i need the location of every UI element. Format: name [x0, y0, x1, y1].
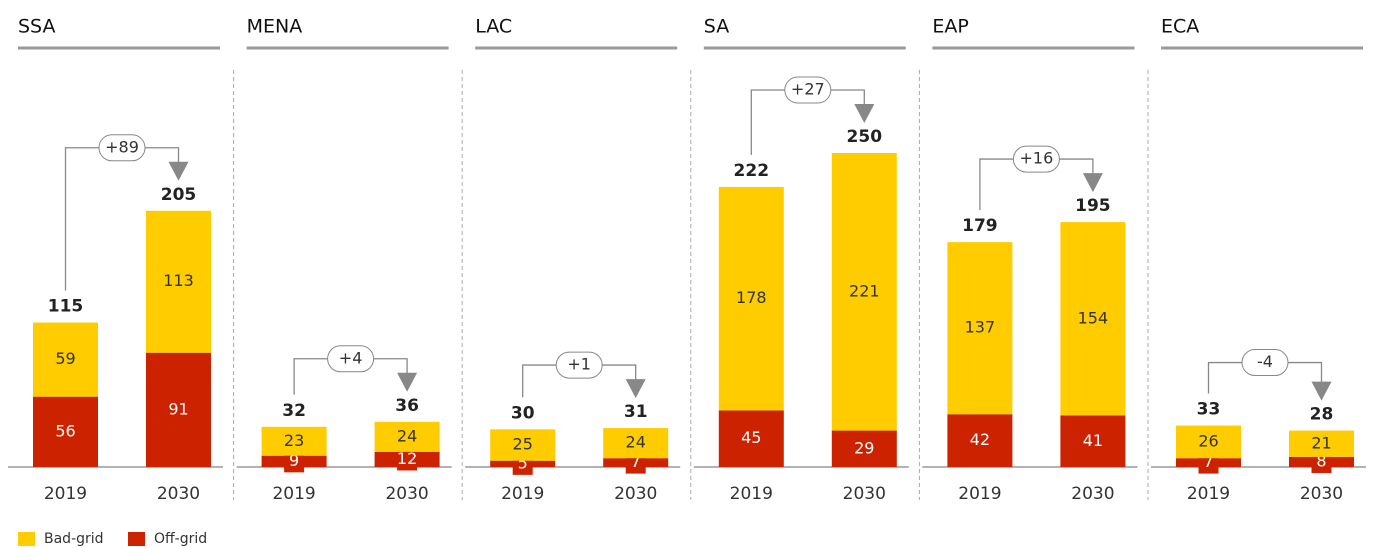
change-bubble — [1241, 349, 1289, 377]
segment-label: 29 — [854, 438, 874, 457]
segment-label: 5 — [518, 453, 528, 472]
segment-label: 91 — [168, 399, 188, 418]
bar-segment — [146, 210, 211, 353]
total-label: 33 — [1197, 400, 1221, 420]
panel-title: MENA — [247, 16, 303, 38]
legend-label: Off-grid — [154, 531, 207, 547]
category-label: 2030 — [1071, 484, 1114, 504]
category-label: 2019 — [501, 484, 544, 504]
segment-label: 178 — [736, 288, 767, 307]
segment-label: 25 — [513, 435, 533, 454]
total-label: 250 — [847, 127, 883, 147]
change-bubble — [327, 345, 375, 373]
change-bubble — [98, 134, 146, 162]
bar-segment — [374, 421, 440, 452]
segment-label: 137 — [965, 318, 996, 337]
total-label: 205 — [161, 185, 197, 205]
segment-label: 56 — [55, 421, 75, 440]
change-label: +89 — [105, 137, 139, 156]
segment-label: 113 — [163, 271, 194, 290]
bar-segment — [261, 426, 327, 456]
total-label: 179 — [962, 216, 998, 236]
change-bubble — [555, 351, 603, 379]
total-label: 195 — [1075, 196, 1111, 216]
segment-label: 26 — [1198, 431, 1218, 450]
segment-label: 221 — [849, 281, 880, 300]
total-label: 32 — [282, 401, 306, 421]
bar-segment — [33, 322, 98, 397]
segment-label: 24 — [626, 433, 646, 452]
bar-segment — [1289, 430, 1354, 457]
category-label: 2030 — [614, 484, 657, 504]
segment-label: 21 — [1311, 433, 1331, 452]
total-label: 36 — [395, 396, 419, 416]
panel-title: EAP — [932, 16, 968, 38]
category-label: 2019 — [730, 484, 773, 504]
segment-label: 41 — [1083, 431, 1103, 450]
change-arrow — [854, 104, 875, 123]
bar-segment — [146, 352, 211, 467]
change-label: +1 — [567, 355, 591, 374]
change-arrow — [625, 379, 646, 399]
bar-segment — [718, 410, 784, 467]
total-label: 115 — [48, 297, 84, 317]
bar-segment — [1176, 425, 1241, 459]
segment-label: 45 — [741, 428, 761, 447]
bar-segment — [603, 428, 669, 459]
panel-title: SA — [704, 16, 729, 38]
segment-label: 42 — [970, 430, 990, 449]
panel-title: LAC — [475, 16, 512, 38]
change-label: +16 — [1020, 149, 1054, 168]
category-label: 2019 — [958, 484, 1001, 504]
bar-segment — [1060, 415, 1126, 467]
segment-label: 23 — [284, 431, 304, 450]
change-label: +4 — [339, 348, 363, 367]
segment-label: 24 — [397, 426, 417, 445]
total-label: 30 — [511, 403, 535, 423]
legend-swatch — [128, 532, 145, 546]
bar-segment — [947, 414, 1013, 467]
label-box — [284, 450, 305, 473]
segment-label: 7 — [631, 452, 641, 471]
panel-title: ECA — [1161, 16, 1199, 38]
change-label: -4 — [1257, 352, 1273, 371]
panel-title: SSA — [18, 16, 55, 38]
legend-label: Bad-grid — [44, 531, 104, 547]
total-label: 28 — [1310, 405, 1334, 425]
bar-segment — [33, 396, 98, 467]
segment-label: 8 — [1316, 451, 1326, 470]
category-label: 2019 — [272, 484, 315, 504]
segment-label: 7 — [1203, 452, 1213, 471]
label-box — [397, 448, 418, 471]
bar-segment — [947, 242, 1013, 415]
bar-segment — [1060, 222, 1126, 416]
change-arrow — [1311, 381, 1332, 401]
change-label: +27 — [791, 80, 825, 99]
change-arrow — [168, 161, 189, 181]
segment-label: 154 — [1078, 308, 1109, 327]
legend-swatch — [18, 532, 35, 546]
total-label: 222 — [734, 161, 770, 181]
segment-label: 9 — [289, 451, 299, 470]
category-label: 2030 — [1300, 484, 1343, 504]
bar-segment — [831, 430, 897, 467]
change-bubble — [784, 76, 832, 104]
category-label: 2030 — [385, 484, 428, 504]
category-label: 2019 — [1187, 484, 1230, 504]
change-bubble — [1012, 145, 1060, 173]
category-label: 2019 — [44, 484, 87, 504]
bar-segment — [718, 186, 784, 411]
total-label: 31 — [624, 402, 648, 422]
change-arrow — [1082, 173, 1103, 193]
change-arrow — [397, 372, 418, 392]
category-label: 2030 — [843, 484, 886, 504]
segment-label: 12 — [397, 449, 417, 468]
category-label: 2030 — [157, 484, 200, 504]
bar-segment — [831, 153, 897, 431]
segment-label: 59 — [55, 349, 75, 368]
bar-segment — [490, 429, 556, 461]
